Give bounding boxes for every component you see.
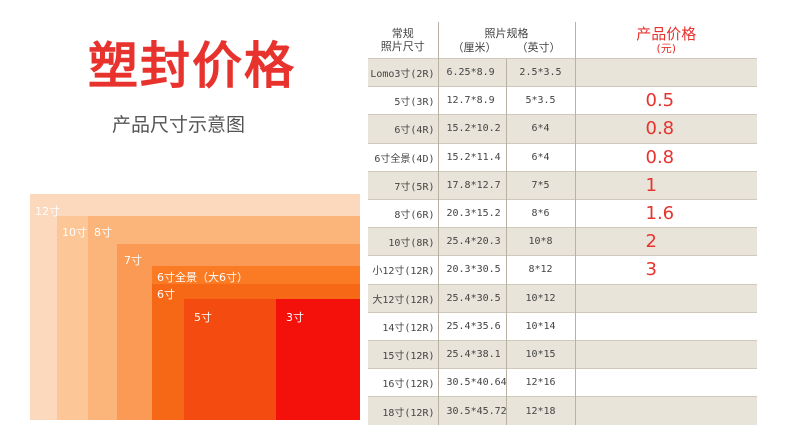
- cm-spec-cell: 6.25*8.9: [438, 57, 506, 87]
- cm-spec-cell: 15.2*11.4: [438, 142, 506, 172]
- price-cell: 1.6: [575, 198, 757, 228]
- table-row: 小12寸(12R) 20.3*30.5 8*12 3: [368, 255, 757, 284]
- table-row: 大12寸(12R) 25.4*30.5 10*12: [368, 283, 757, 313]
- price-cell: [575, 311, 757, 341]
- size-name-cell: 6寸全景(4D): [368, 142, 439, 172]
- size-name-cell: 8寸(6R): [368, 198, 439, 228]
- size-name-cell: 5寸(3R): [368, 86, 439, 115]
- cm-spec-cell: 25.4*38.1: [438, 339, 506, 369]
- inch-spec-cell: 8*6: [505, 198, 576, 228]
- inch-spec-cell: 6*4: [505, 114, 576, 144]
- header-cm: （厘米）: [452, 40, 497, 54]
- cm-spec-cell: 25.4*35.6: [438, 311, 506, 341]
- cm-spec-cell: 20.3*30.5: [438, 255, 506, 284]
- size-label: 7寸: [124, 254, 142, 267]
- cm-spec-cell: 17.8*12.7: [438, 170, 506, 200]
- table-row: 7寸(5R) 17.8*12.7 7*5 1: [368, 170, 757, 200]
- price-cell: 0.8: [575, 114, 757, 144]
- diagram-subtitle: 产品尺寸示意图: [112, 114, 246, 136]
- header-photo-size-line2: 照片尺寸: [380, 40, 425, 53]
- page-title: 塑封价格: [88, 37, 296, 95]
- cm-spec-cell: 25.4*20.3: [438, 227, 506, 256]
- header-photo-spec-line1: 照片规格: [484, 26, 529, 40]
- cm-spec-cell: 30.5*45.72: [438, 396, 506, 425]
- price-cell: 3: [575, 255, 757, 284]
- price-cell: 2: [575, 227, 757, 256]
- price-spec-table: 常规 照片尺寸 照片规格 （厘米） （英寸） 产品价格 (元) Lomo3寸(2R…: [368, 22, 757, 425]
- inch-spec-cell: 7*5: [505, 170, 576, 200]
- size-label: 6寸: [157, 288, 175, 301]
- price-cell: 0.5: [575, 86, 757, 115]
- price-cell: [575, 368, 757, 397]
- table-row: 16寸(12R) 30.5*40.64 12*16: [368, 368, 757, 397]
- inch-spec-cell: 10*14: [505, 311, 576, 341]
- price-cell: [575, 283, 757, 313]
- table-row: 6寸(4R) 15.2*10.2 6*4 0.8: [368, 114, 757, 144]
- size-label: 6寸全景（大6寸）: [157, 271, 248, 284]
- price-cell: [575, 396, 757, 425]
- size-name-cell: 大12寸(12R): [368, 283, 439, 313]
- header-photo-spec: 照片规格 （厘米） （英寸）: [438, 22, 576, 59]
- size-name-cell: 18寸(12R): [368, 396, 439, 425]
- inch-spec-cell: 8*12: [505, 255, 576, 284]
- table-row: 14寸(12R) 25.4*35.6 10*14: [368, 311, 757, 341]
- inch-spec-cell: 5*3.5: [505, 86, 576, 115]
- price-cell: [575, 339, 757, 369]
- size-label: 3寸: [286, 311, 304, 324]
- cm-spec-cell: 20.3*15.2: [438, 198, 506, 228]
- inch-spec-cell: 10*12: [505, 283, 576, 313]
- size-name-cell: 15寸(12R): [368, 339, 439, 369]
- table-row: 8寸(6R) 20.3*15.2 8*6 1.6: [368, 198, 757, 228]
- table-row: 5寸(3R) 12.7*8.9 5*3.5 0.5: [368, 86, 757, 115]
- inch-spec-cell: 10*15: [505, 339, 576, 369]
- cm-spec-cell: 30.5*40.64: [438, 368, 506, 397]
- header-price-main: 产品价格: [636, 24, 697, 43]
- table-row: 18寸(12R) 30.5*45.72 12*18: [368, 396, 757, 425]
- table-header-row: 常规 照片尺寸 照片规格 （厘米） （英寸） 产品价格 (元): [368, 22, 757, 59]
- header-photo-size-line1: 常规: [391, 27, 414, 40]
- size-name-cell: 6寸(4R): [368, 114, 439, 144]
- table-row: 6寸全景(4D) 15.2*11.4 6*4 0.8: [368, 142, 757, 172]
- size-name-cell: 10寸(8R): [368, 227, 439, 256]
- size-name-cell: 14寸(12R): [368, 311, 439, 341]
- inch-spec-cell: 2.5*3.5: [505, 57, 576, 87]
- inch-spec-cell: 6*4: [505, 142, 576, 172]
- size-rect: [276, 299, 360, 420]
- size-label: 5寸: [194, 311, 212, 324]
- size-label: 8寸: [94, 226, 112, 239]
- inch-spec-cell: 12*18: [505, 396, 576, 425]
- table-row: Lomo3寸(2R) 6.25*8.9 2.5*3.5: [368, 57, 757, 87]
- table-row: 15寸(12R) 25.4*38.1 10*15: [368, 339, 757, 369]
- price-cell: 0.8: [575, 142, 757, 172]
- inch-spec-cell: 10*8: [505, 227, 576, 256]
- cm-spec-cell: 12.7*8.9: [438, 86, 506, 115]
- size-name-cell: 7寸(5R): [368, 170, 439, 200]
- table-row: 10寸(8R) 25.4*20.3 10*8 2: [368, 227, 757, 256]
- size-label: 12寸: [35, 205, 60, 218]
- header-price-unit: (元): [656, 41, 677, 55]
- header-inch: （英寸）: [516, 40, 561, 54]
- inch-spec-cell: 12*16: [505, 368, 576, 397]
- price-cell: 1: [575, 170, 757, 200]
- header-price: 产品价格 (元): [574, 22, 757, 59]
- cm-spec-cell: 15.2*10.2: [438, 114, 506, 144]
- size-name-cell: 16寸(12R): [368, 368, 439, 397]
- header-photo-size: 常规 照片尺寸: [368, 22, 439, 59]
- cm-spec-cell: 25.4*30.5: [438, 283, 506, 313]
- size-label: 10寸: [62, 226, 87, 239]
- price-cell: [575, 57, 757, 87]
- size-name-cell: 小12寸(12R): [368, 255, 439, 284]
- size-name-cell: Lomo3寸(2R): [368, 57, 439, 87]
